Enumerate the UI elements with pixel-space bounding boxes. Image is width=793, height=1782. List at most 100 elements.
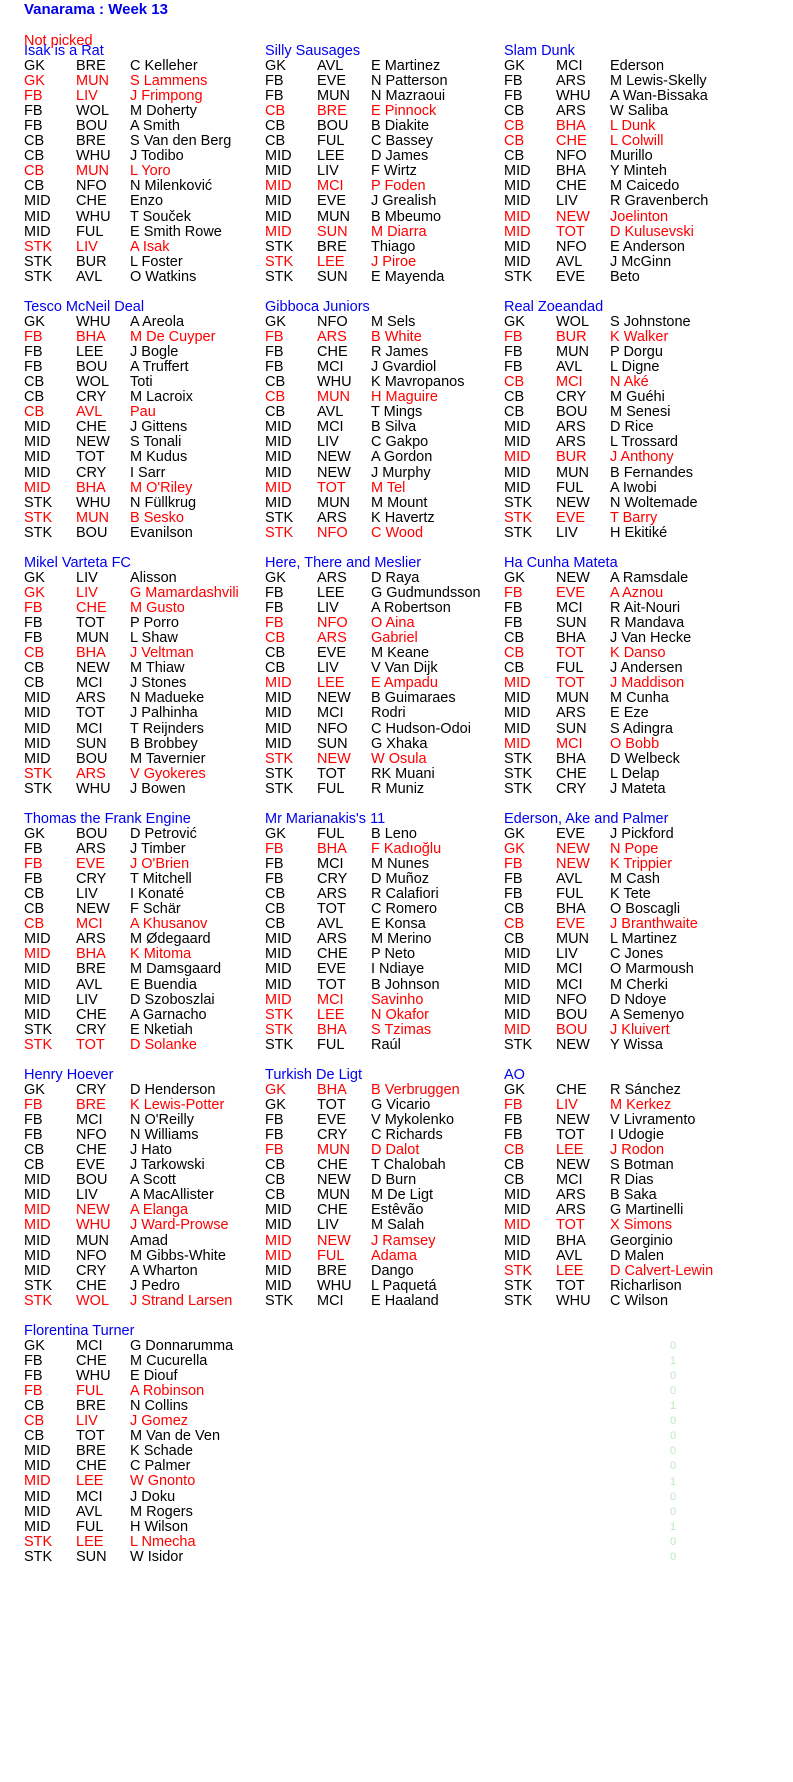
player-name-cell: A Areola bbox=[130, 315, 185, 331]
player-name-cell: M Rogers bbox=[130, 1504, 193, 1520]
club-cell: LIV bbox=[556, 193, 578, 210]
player-name-cell: B Verbruggen bbox=[371, 1083, 460, 1099]
position-cell: FB bbox=[24, 1368, 43, 1385]
player-name-cell: W Isidor bbox=[130, 1549, 184, 1565]
player-row: STK FUL R Muniz bbox=[265, 781, 424, 797]
player-row: FB CHE R James bbox=[265, 345, 428, 360]
ghost-digit: 0 bbox=[669, 1445, 677, 1458]
club-cell: MUN bbox=[76, 163, 110, 180]
position-cell: MID bbox=[265, 148, 292, 165]
club-cell: LIV bbox=[317, 600, 339, 617]
club-cell: AVL bbox=[317, 58, 344, 75]
player-name-cell: M De Cuyper bbox=[130, 330, 216, 346]
position-cell: MID bbox=[265, 208, 292, 225]
player-name-cell: S Lammens bbox=[130, 74, 208, 90]
club-cell: MCI bbox=[317, 359, 344, 376]
player-row: STK FUL Raúl bbox=[265, 1036, 401, 1053]
player-row: FB MCI J Gvardiol bbox=[265, 359, 436, 376]
player-name-cell: T Mitchell bbox=[130, 872, 192, 888]
player-name-cell: Ederson bbox=[610, 59, 665, 75]
player-name-cell: I Udogie bbox=[610, 1128, 665, 1144]
position-cell: MID bbox=[24, 1458, 51, 1475]
player-row: MID FUL E Smith Rowe bbox=[24, 224, 222, 240]
club-cell: MUN bbox=[556, 931, 590, 948]
player-name-cell: B Fernandes bbox=[610, 465, 694, 481]
team-name: Isak is a Rat bbox=[24, 43, 104, 59]
team-block: Slam Dunk GK MCI Ederson FB ARS M Lewis-Skelly… bbox=[504, 43, 708, 285]
player-row: GK WHU A Areola bbox=[24, 314, 184, 330]
position-cell: MID bbox=[504, 434, 531, 451]
player-row: GK NEW A Ramsdale bbox=[504, 570, 688, 586]
position-cell: CB bbox=[265, 1187, 286, 1204]
position-cell: FB bbox=[24, 359, 43, 376]
position-cell: GK bbox=[265, 826, 286, 843]
position-cell: MID bbox=[24, 208, 51, 225]
club-cell: LEE bbox=[76, 344, 104, 361]
player-name-cell: J Doku bbox=[130, 1489, 176, 1505]
player-row: CB MCI R Dias bbox=[504, 1173, 654, 1188]
club-cell: MCI bbox=[317, 178, 344, 195]
player-name-cell: Y Wissa bbox=[610, 1037, 663, 1053]
player-row: CB EVE M Keane bbox=[265, 646, 429, 661]
player-row: FB MCI N O'Reilly bbox=[24, 1113, 194, 1128]
player-row: FB BOU A Smith bbox=[24, 118, 180, 135]
team-name: Gibboca Juniors bbox=[265, 299, 370, 315]
player-name-cell: E Buendia bbox=[130, 977, 197, 993]
player-row: MID AVL J McGinn bbox=[504, 254, 671, 270]
club-cell: TOT bbox=[556, 1277, 585, 1294]
position-cell: CB bbox=[504, 660, 525, 677]
player-row: MID BRE M Damsgaard bbox=[24, 962, 221, 977]
position-cell: STK bbox=[265, 509, 294, 526]
position-cell: GK bbox=[265, 58, 286, 75]
player-row: STK SUN E Mayenda bbox=[265, 269, 444, 285]
club-cell: FUL bbox=[317, 1036, 345, 1053]
position-cell: MID bbox=[504, 690, 531, 707]
player-name-cell: F Schär bbox=[130, 902, 181, 918]
position-cell: MID bbox=[24, 1518, 51, 1535]
player-name-cell: J Kluivert bbox=[610, 1022, 670, 1038]
player-name-cell: G Gudmundsson bbox=[371, 586, 481, 602]
position-cell: STK bbox=[24, 509, 53, 526]
player-name-cell: A Wan-Bissaka bbox=[610, 89, 708, 105]
position-cell: MID bbox=[504, 223, 531, 240]
player-row: CB AVL E Konsa bbox=[265, 917, 426, 932]
player-row: CB CRY M Guéhi bbox=[504, 390, 665, 405]
club-cell: ARS bbox=[317, 329, 347, 346]
player-name-cell: N Füllkrug bbox=[130, 495, 197, 511]
player-row-highlighted: STK MUN B Sesko bbox=[24, 509, 184, 526]
player-row: MID FUL A Iwobi bbox=[504, 480, 657, 496]
player-name-cell: J Veltman bbox=[130, 646, 194, 662]
position-cell: FB bbox=[504, 856, 523, 873]
club-cell: BOU bbox=[76, 359, 108, 376]
player-name-cell: E Nketiah bbox=[130, 1022, 193, 1038]
club-cell: NEW bbox=[556, 208, 590, 225]
club-cell: NFO bbox=[317, 314, 348, 331]
player-row: STK CHE J Pedro bbox=[24, 1278, 180, 1294]
position-cell: MID bbox=[504, 178, 531, 195]
player-row: MID BRE Dango bbox=[265, 1263, 414, 1279]
team-block: Tesco McNeil Deal GK WHU A Areola FB BHA M De … bbox=[24, 299, 215, 541]
player-row-highlighted: STK BHA S Tzimas bbox=[265, 1021, 431, 1038]
position-cell: FB bbox=[24, 118, 43, 135]
player-name-cell: K Walker bbox=[610, 330, 669, 346]
club-cell: NEW bbox=[76, 901, 110, 918]
club-cell: TOT bbox=[556, 223, 585, 240]
club-cell: SUN bbox=[556, 720, 587, 737]
position-cell: MID bbox=[24, 1503, 51, 1520]
club-cell: LEE bbox=[76, 1533, 104, 1550]
club-cell: BHA bbox=[317, 1021, 347, 1038]
club-cell: NFO bbox=[76, 1247, 107, 1264]
club-cell: EVE bbox=[317, 961, 347, 978]
club-cell: SUN bbox=[76, 735, 107, 752]
player-name-cell: W Osula bbox=[371, 751, 427, 767]
player-row: MID NFO D Ndoye bbox=[504, 992, 668, 1008]
position-cell: MID bbox=[504, 1247, 531, 1264]
player-row: CB BOU B Diakite bbox=[265, 119, 429, 134]
club-cell: CHE bbox=[317, 1157, 348, 1174]
club-cell: CHE bbox=[556, 178, 587, 195]
team-block: Mikel Varteta FC GK LIV Alisson GK LIV G Mamar… bbox=[24, 555, 239, 797]
position-cell: STK bbox=[265, 1006, 294, 1023]
position-cell: MID bbox=[265, 494, 292, 511]
player-row: STK TOT RK Muani bbox=[265, 766, 435, 782]
position-cell: STK bbox=[24, 524, 53, 541]
